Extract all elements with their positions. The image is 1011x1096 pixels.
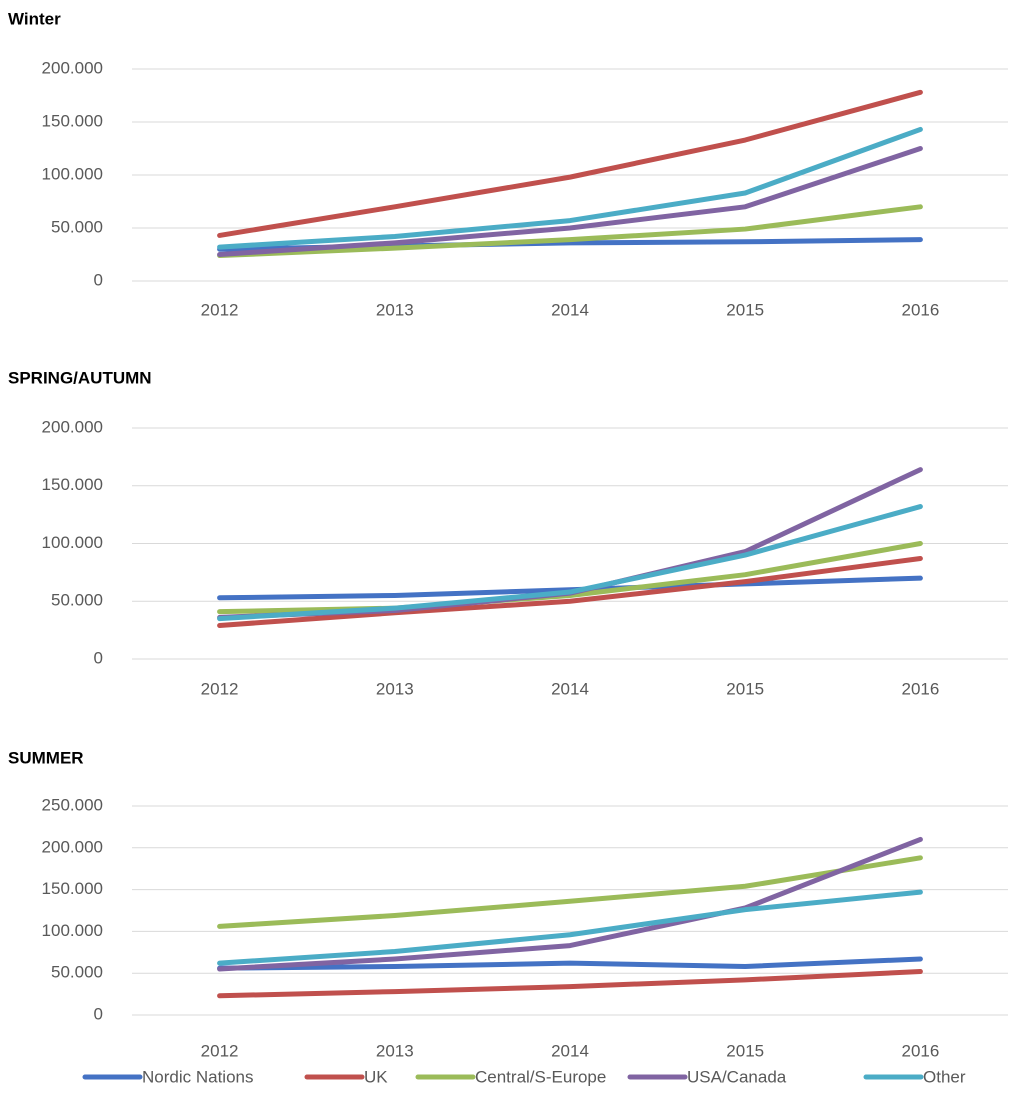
series-line — [217, 146, 923, 257]
y-tick-label: 50.000 — [51, 591, 103, 610]
x-tick-label: 2013 — [376, 1041, 414, 1060]
series-line — [217, 126, 923, 250]
y-tick-label: 200.000 — [42, 417, 103, 436]
x-tick-label: 2016 — [901, 679, 939, 698]
y-tick-label: 150.000 — [42, 111, 103, 130]
y-tick-label: 0 — [94, 648, 103, 667]
series-line — [217, 956, 923, 971]
series-line — [217, 836, 923, 972]
y-tick-label: 200.000 — [42, 58, 103, 77]
y-tick-label: 0 — [94, 270, 103, 289]
x-tick-label: 2014 — [551, 1041, 589, 1060]
y-tick-label: 150.000 — [42, 879, 103, 898]
x-tick-label: 2012 — [201, 1041, 239, 1060]
y-tick-label: 150.000 — [42, 475, 103, 494]
x-tick-label: 2013 — [376, 300, 414, 319]
y-tick-label: 100.000 — [42, 164, 103, 183]
y-tick-label: 100.000 — [42, 921, 103, 940]
x-tick-label: 2014 — [551, 300, 589, 319]
series-line — [217, 89, 923, 238]
y-tick-label: 50.000 — [51, 963, 103, 982]
chart-title: Winter — [8, 9, 61, 28]
series-line — [217, 204, 923, 259]
x-tick-label: 2013 — [376, 679, 414, 698]
legend-label: USA/Canada — [687, 1067, 787, 1086]
series-line — [217, 556, 923, 629]
x-tick-label: 2016 — [901, 1041, 939, 1060]
y-tick-label: 0 — [94, 1004, 103, 1023]
x-tick-label: 2015 — [726, 1041, 764, 1060]
x-tick-label: 2014 — [551, 679, 589, 698]
y-tick-label: 250.000 — [42, 795, 103, 814]
series-line — [217, 889, 923, 966]
series-line — [217, 855, 923, 929]
x-tick-label: 2012 — [201, 679, 239, 698]
y-tick-label: 200.000 — [42, 837, 103, 856]
legend-label: Other — [923, 1067, 966, 1086]
series-line — [217, 969, 923, 999]
legend-label: Nordic Nations — [142, 1067, 254, 1086]
x-tick-label: 2015 — [726, 300, 764, 319]
legend-label: Central/S-Europe — [475, 1067, 606, 1086]
y-tick-label: 50.000 — [51, 217, 103, 236]
x-tick-label: 2016 — [901, 300, 939, 319]
chart-title: SUMMER — [8, 748, 84, 767]
x-tick-label: 2012 — [201, 300, 239, 319]
chart-title: SPRING/AUTUMN — [8, 368, 152, 387]
legend-label: UK — [364, 1067, 388, 1086]
series-line — [217, 504, 923, 622]
y-tick-label: 100.000 — [42, 533, 103, 552]
x-tick-label: 2015 — [726, 679, 764, 698]
